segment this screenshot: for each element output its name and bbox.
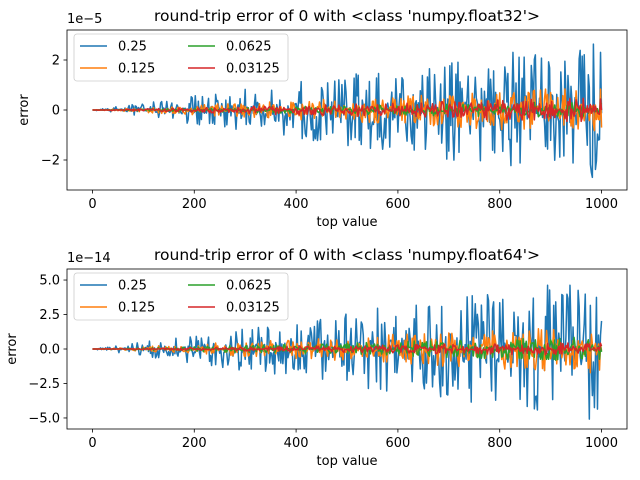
y-tick-label: 2.5 [39, 308, 60, 323]
y-tick-label: −2.5 [28, 377, 60, 392]
x-tick-label: 0 [88, 436, 96, 451]
x-tick-label: 400 [284, 197, 309, 212]
x-tick-label: 600 [385, 436, 410, 451]
x-tick-label: 800 [487, 197, 512, 212]
y-tick-label: 0.0 [39, 343, 60, 358]
x-tick-label: 600 [385, 197, 410, 212]
legend-entry-label: 0.25 [118, 279, 147, 294]
series-line-0-03125 [92, 97, 603, 123]
axis-offset-label: 1e−5 [67, 12, 102, 27]
x-tick-label: 400 [284, 436, 309, 451]
legend: 0.25 0.125 0.0625 0.03125 [73, 33, 289, 82]
legend-box [73, 272, 289, 321]
x-tick-label: 1000 [585, 436, 618, 451]
axis-offset-label: 1e−14 [67, 251, 111, 266]
x-tick-label: 1000 [585, 197, 618, 212]
legend-entry-label: 0.0625 [226, 279, 272, 294]
series-lines [92, 43, 603, 179]
legend-entry-label: 0.03125 [226, 301, 280, 316]
x-axis-label: top value [317, 215, 378, 230]
x-axis-label: top value [317, 454, 378, 469]
chart-panel-1: 0 200 400 600 800 1000 −2 0 2 top value error 1e−5 r… [17, 7, 628, 230]
legend-entry-label: 0.03125 [226, 62, 280, 77]
series-line-0-03125 [92, 342, 603, 356]
y-tick-label: 0 [52, 104, 60, 119]
y-tick-label: −2 [41, 154, 60, 169]
x-tick-label: 0 [88, 197, 96, 212]
chart-title: round-trip error of 0 with <class 'numpy… [154, 246, 540, 264]
x-tick-label: 800 [487, 436, 512, 451]
y-tick-label: 5.0 [39, 274, 60, 289]
x-tick-label: 200 [182, 197, 207, 212]
legend: 0.25 0.125 0.0625 0.03125 [73, 272, 289, 321]
x-tick-label: 200 [182, 436, 207, 451]
y-axis-label: error [5, 333, 20, 365]
legend-box [73, 33, 289, 82]
legend-entry-label: 0.0625 [226, 40, 272, 55]
y-axis-label: error [17, 94, 32, 126]
chart-title: round-trip error of 0 with <class 'numpy… [154, 7, 540, 25]
series-line-0-125 [92, 88, 603, 132]
legend-entry-label: 0.125 [118, 62, 155, 77]
chart-panel-2: 0 200 400 600 800 1000 −5.0 −2.5 0.0 2.5 5.0 top va… [5, 246, 628, 469]
legend-entry-label: 0.125 [118, 301, 155, 316]
series-lines [92, 284, 603, 420]
y-tick-label: −5.0 [28, 411, 60, 426]
y-tick-label: 2 [52, 54, 60, 69]
legend-entry-label: 0.25 [118, 40, 147, 55]
